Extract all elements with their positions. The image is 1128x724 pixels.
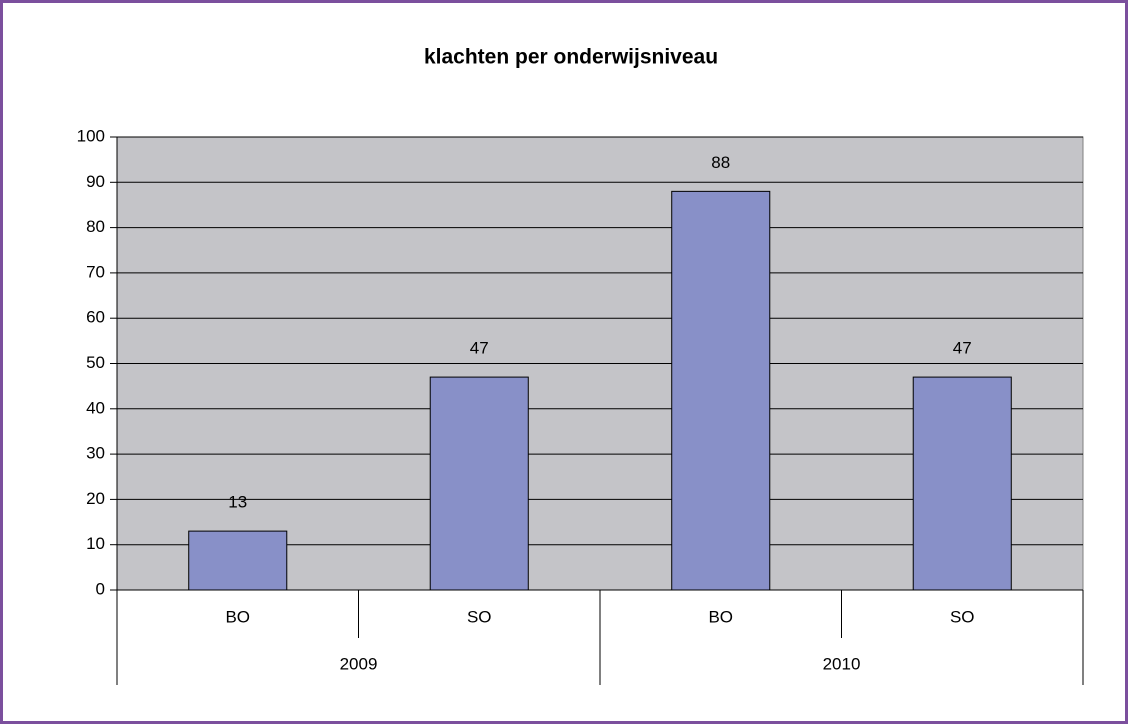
y-tick-label: 40: [86, 398, 105, 417]
group-label: 2009: [340, 654, 378, 673]
bar: [671, 190, 771, 591]
data-label: 47: [470, 339, 489, 358]
y-tick-label: 60: [86, 308, 105, 327]
y-tick-label: 100: [77, 126, 105, 145]
y-tick-label: 70: [86, 262, 105, 281]
data-label: 88: [711, 153, 730, 172]
chart-title: klachten per onderwijsniveau: [424, 46, 718, 69]
bar: [188, 530, 288, 591]
x-tick-label: BO: [708, 607, 733, 626]
data-label: 13: [228, 493, 247, 512]
x-tick-label: SO: [467, 607, 492, 626]
y-tick-label: 10: [86, 534, 105, 553]
data-label: 47: [953, 339, 972, 358]
x-tick-label: BO: [225, 607, 250, 626]
group-label: 2010: [823, 654, 861, 673]
bar: [912, 376, 1012, 591]
y-tick-label: 20: [86, 489, 105, 508]
y-tick-label: 30: [86, 444, 105, 463]
y-tick-label: 0: [96, 579, 105, 598]
y-tick-label: 90: [86, 172, 105, 191]
y-tick-label: 80: [86, 217, 105, 236]
bar: [429, 376, 529, 591]
x-tick-label: SO: [950, 607, 975, 626]
y-tick-label: 50: [86, 353, 105, 372]
